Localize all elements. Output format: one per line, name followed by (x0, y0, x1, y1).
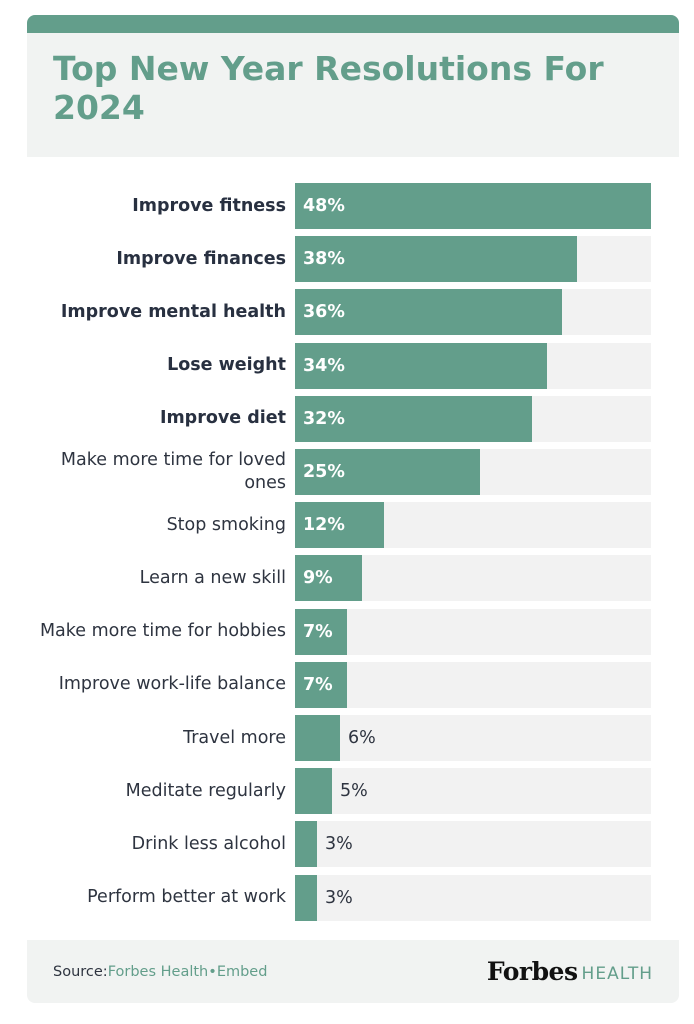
bar-track: 48% (295, 183, 651, 229)
bar-chart: Improve fitness 48% Improve finances 38% Imp… (27, 15, 679, 1003)
category-label: Drink less alcohol (131, 833, 286, 854)
value-label: 12% (303, 515, 345, 536)
bar (295, 449, 480, 495)
embed-link[interactable]: Embed (216, 963, 268, 980)
value-label: 5% (340, 781, 368, 802)
bar-track: 3% (295, 874, 651, 921)
source-label: Source: (53, 963, 108, 980)
footer: Source: Forbes Health • Embed Forbes HEA… (27, 940, 679, 1003)
category-label: Make more time for hobbies (39, 621, 286, 642)
bar-track: 32% (295, 395, 651, 442)
value-label: 25% (303, 462, 345, 482)
bar-track: 9% (295, 555, 651, 602)
forbes-health-logo: Forbes HEALTH (487, 940, 653, 1003)
bar (295, 715, 340, 761)
category-label: Lose weight (167, 355, 286, 376)
chart-card: Top New Year Resolutions For 2024 Improv… (27, 15, 679, 1003)
category-label: Improve diet (159, 408, 286, 429)
bar-row: Make more time for hobbies 7% (27, 608, 679, 655)
bar-track: 3% (295, 821, 651, 868)
bar-track: 7% (295, 661, 651, 708)
bar-row: Stop smoking 12% (27, 502, 679, 549)
category-label: Improve fitness (132, 195, 286, 216)
source-separator: • (208, 963, 217, 980)
category-label: Improve mental health (60, 301, 286, 322)
category-label: Travel more (183, 727, 286, 748)
bar (295, 555, 362, 602)
brand-sub: HEALTH (581, 963, 653, 984)
category-label: Perform better at work (87, 887, 286, 908)
bar-row: Travel more 6% (27, 715, 679, 761)
bar-track: 25% (295, 449, 651, 495)
value-label: 3% (325, 834, 353, 855)
category-label: Learn a new skill (139, 567, 286, 588)
source-line: Source: Forbes Health • Embed (53, 940, 267, 1003)
bar-row: Make more time for loved ones 25% (27, 449, 679, 495)
bar-track: 6% (295, 715, 651, 761)
bar (295, 661, 347, 708)
category-label: Stop smoking (166, 514, 286, 535)
value-label: 36% (303, 302, 345, 323)
bar-track: 36% (295, 289, 651, 336)
bar-row: Learn a new skill 9% (27, 555, 679, 602)
bar (295, 342, 547, 389)
bar (295, 821, 317, 868)
bar-track: 5% (295, 768, 651, 815)
bar-row: Improve fitness 48% (27, 183, 679, 229)
bar (295, 608, 347, 655)
bar-row: Improve work-life balance 7% (27, 661, 679, 708)
value-label: 3% (325, 887, 353, 908)
bar-row: Lose weight 34% (27, 342, 679, 389)
value-label: 7% (303, 621, 333, 642)
bar-track: 12% (295, 502, 651, 549)
bar (295, 236, 577, 283)
category-label: Make more time for loved ones (60, 450, 286, 493)
bar-track: 7% (295, 608, 651, 655)
bar (295, 289, 562, 336)
category-label: Improve work-life balance (58, 674, 286, 695)
category-label: Meditate regularly (125, 780, 286, 801)
value-label: 6% (348, 728, 376, 748)
bar-row: Improve mental health 36% (27, 289, 679, 336)
chart-title: Top New Year Resolutions For 2024 (53, 49, 604, 127)
value-label: 48% (303, 196, 345, 216)
bar-track: 34% (295, 342, 651, 389)
bar (295, 768, 332, 815)
bar-row: Perform better at work 3% (27, 874, 679, 921)
source-link[interactable]: Forbes Health (107, 963, 209, 980)
bar (295, 395, 532, 442)
bar-row: Improve finances 38% (27, 236, 679, 283)
value-label: 9% (303, 568, 333, 589)
accent-strip (27, 15, 679, 33)
bar (295, 874, 317, 921)
bar (295, 502, 384, 549)
bar-row: Meditate regularly 5% (27, 768, 679, 815)
title-box: Top New Year Resolutions For 2024 (27, 33, 679, 157)
bar-track: 38% (295, 236, 651, 283)
value-label: 34% (303, 355, 345, 376)
value-label: 7% (303, 674, 333, 695)
value-label: 32% (303, 408, 345, 429)
bar-row: Improve diet 32% (27, 395, 679, 442)
brand-name: Forbes (486, 957, 578, 986)
bar-row: Drink less alcohol 3% (27, 821, 679, 868)
value-label: 38% (303, 249, 345, 270)
category-label: Improve finances (116, 248, 286, 269)
bar (295, 183, 651, 229)
